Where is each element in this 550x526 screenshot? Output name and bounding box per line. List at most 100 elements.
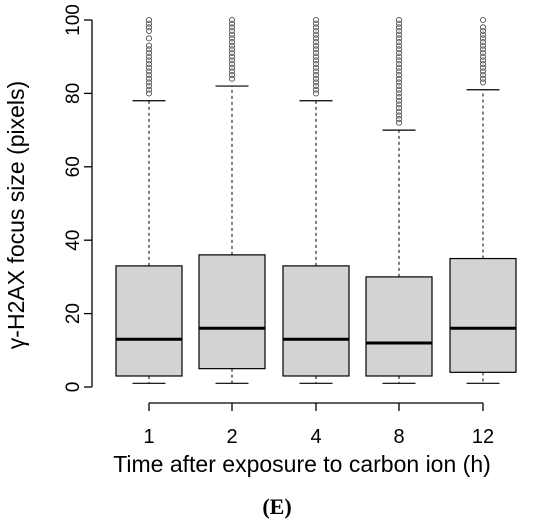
outlier-point [395,35,403,42]
outlier-point [145,24,153,31]
outlier-point [395,97,403,104]
outlier-point [145,46,153,53]
outlier-point [395,101,403,108]
outlier-point [145,72,153,79]
x-tick-label: 8 [393,426,404,448]
outlier-point [395,38,403,46]
outlier-point [312,46,320,53]
outlier-point [395,75,403,82]
outlier-point [312,31,320,38]
plot-area [115,16,517,384]
outlier-point [395,27,403,35]
outlier-point [479,38,487,46]
outlier-point [145,79,153,86]
outlier-point [145,86,153,93]
outlier-point [228,24,236,31]
outlier-point [395,16,403,24]
outlier-point [228,57,236,64]
outlier-point [312,90,320,97]
outlier-point [312,42,320,49]
outlier-point [395,57,403,64]
outlier-point [479,53,487,60]
outlier-point [312,68,320,75]
outlier-point [395,20,403,27]
outlier-point [479,57,487,64]
outlier-point [479,72,487,79]
outlier-point [479,16,487,24]
outlier-point [228,20,236,27]
outlier-point [228,68,236,75]
outlier-point [479,68,487,75]
outlier-point [479,24,487,31]
x-axis: 1 2 4 8 12 [143,402,494,448]
outlier-point [479,42,487,49]
outlier-point [395,68,403,75]
outlier-point [228,31,236,38]
outlier-point [145,60,153,68]
outlier-point [479,75,487,82]
outlier-point [312,24,320,31]
y-tick-label: 60 [63,156,84,177]
outlier-point [312,83,320,90]
outlier-point [228,53,236,60]
x-tick-label: 2 [226,426,237,448]
outlier-point [395,49,403,57]
outlier-point [395,64,403,71]
iqr-box [115,265,183,377]
outlier-point [145,83,153,90]
outlier-point [228,42,236,49]
outlier-point [395,86,403,93]
outlier-point [312,57,320,64]
outlier-point [395,90,403,97]
outlier-point [479,64,487,71]
iqr-box [449,257,517,373]
outlier-point [312,64,320,71]
outlier-point [479,27,487,35]
box-4 [282,16,350,384]
outlier-point [312,49,320,57]
outlier-point [479,60,487,68]
outlier-point [228,64,236,71]
outlier-point [312,72,320,79]
outlier-point [228,72,236,79]
x-tick-label: 12 [472,426,494,448]
y-tick-label: 80 [63,83,84,104]
outlier-point [479,31,487,38]
outlier-point [395,119,403,126]
iqr-box [365,276,433,377]
outlier-point [145,75,153,82]
box-1 [115,16,183,384]
outlier-point [479,46,487,53]
outlier-point [145,90,153,97]
x-axis-label: Time after exposure to carbon ion (h) [113,451,491,477]
outlier-point [395,112,403,119]
outlier-point [312,35,320,42]
outlier-point [228,75,236,82]
outlier-point [479,79,487,86]
outlier-point [395,53,403,60]
outlier-point [228,35,236,42]
y-tick-label: 100 [63,4,84,36]
outlier-point [395,83,403,90]
outlier-point [312,20,320,27]
outlier-point [145,49,153,57]
outlier-point [395,105,403,112]
outlier-point [395,72,403,79]
outlier-point [395,94,403,101]
outlier-point [145,68,153,75]
y-tick-label: 20 [63,303,84,324]
outlier-point [395,24,403,31]
outlier-point [479,49,487,57]
outlier-point [312,38,320,46]
y-tick-label: 0 [63,382,84,393]
outlier-point [312,16,320,24]
outlier-point [395,79,403,86]
outlier-point [312,79,320,86]
outlier-point [145,20,153,27]
panel-label: (E) [262,494,291,519]
x-tick-label: 4 [310,426,321,448]
outlier-point [395,42,403,49]
outlier-point [145,57,153,64]
outlier-point [228,16,236,24]
